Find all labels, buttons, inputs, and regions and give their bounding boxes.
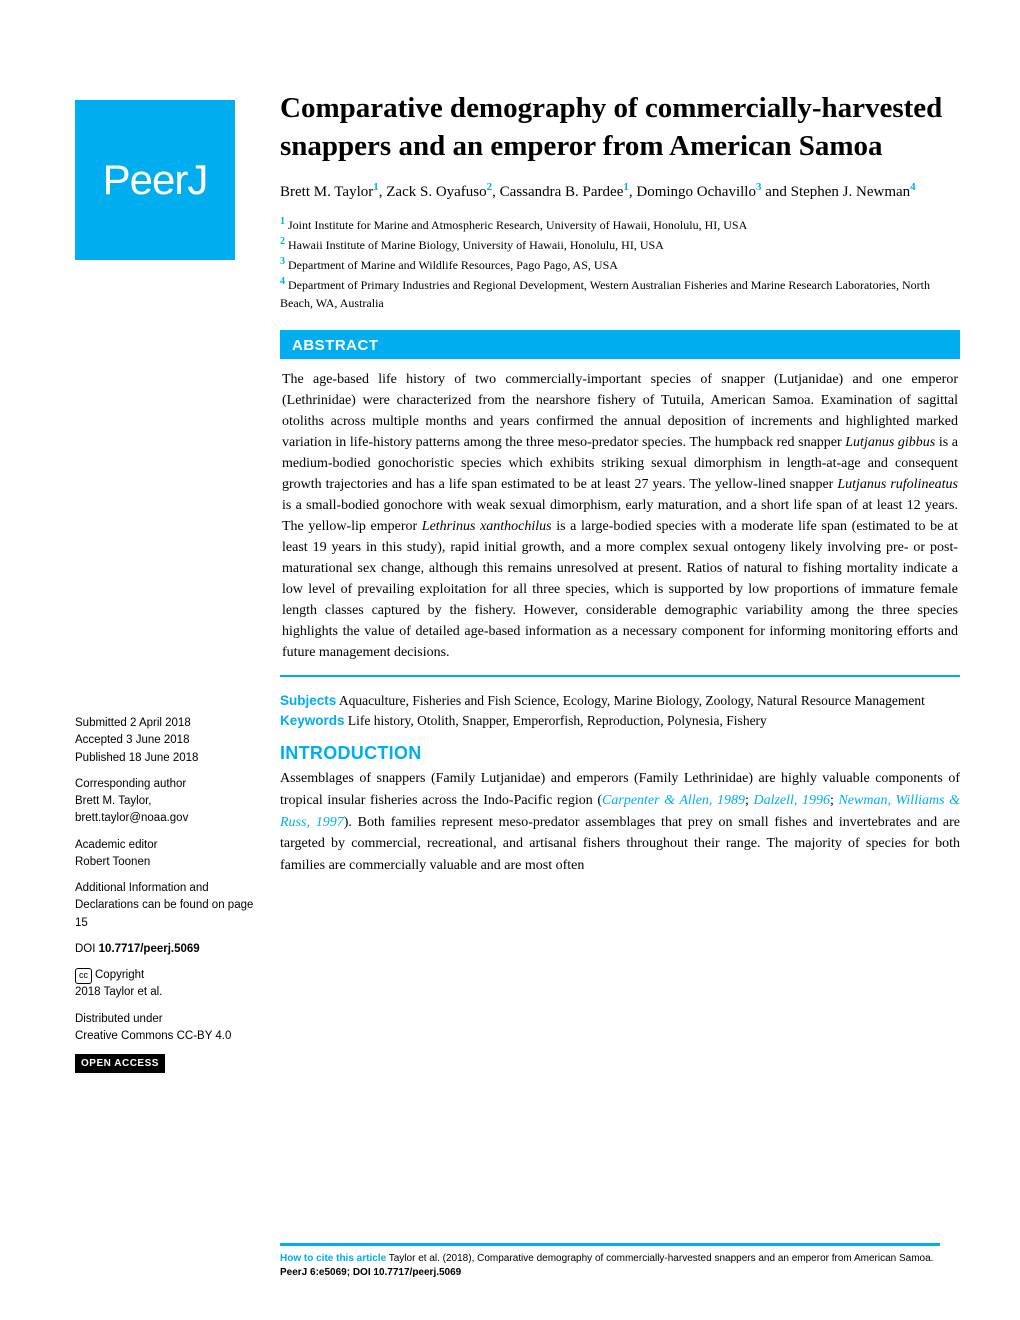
- submitted-label: Submitted: [75, 717, 127, 729]
- additional-info-block: Additional Information and Declarations …: [75, 880, 255, 932]
- cite-text: Taylor et al. (2018), Comparative demogr…: [389, 1253, 934, 1264]
- editor-name: Robert Toonen: [75, 856, 150, 868]
- published-label: Published: [75, 752, 126, 764]
- journal-logo: PeerJ: [75, 100, 235, 260]
- subjects-value: Aquaculture, Fisheries and Fish Science,…: [339, 693, 925, 708]
- affiliation-item: 3Department of Marine and Wildlife Resou…: [280, 254, 960, 274]
- corresponding-label: Corresponding author: [75, 778, 186, 790]
- journal-logo-text: PeerJ: [103, 156, 208, 204]
- affiliation-item: 4Department of Primary Industries and Re…: [280, 274, 960, 312]
- keywords-value: Life history, Otolith, Snapper, Emperorf…: [348, 713, 767, 728]
- submitted-date: 2 April 2018: [130, 717, 191, 729]
- subjects-block: Subjects Aquaculture, Fisheries and Fish…: [280, 691, 960, 732]
- affiliations-list: 1Joint Institute for Marine and Atmosphe…: [280, 214, 960, 312]
- corresponding-email[interactable]: brett.taylor@noaa.gov: [75, 812, 188, 824]
- keywords-label: Keywords: [280, 713, 345, 728]
- open-access-badge: OPEN ACCESS: [75, 1054, 165, 1073]
- corresponding-author-block: Corresponding author Brett M. Taylor, br…: [75, 776, 255, 828]
- abstract-section: ABSTRACT The age-based life history of t…: [280, 330, 960, 677]
- corresponding-name: Brett M. Taylor,: [75, 795, 151, 807]
- citation-footer: How to cite this article Taylor et al. (…: [280, 1243, 940, 1280]
- cite-journal: PeerJ 6:e5069; DOI 10.7717/peerj.5069: [280, 1267, 461, 1278]
- main-column: Comparative demography of commercially-h…: [280, 90, 960, 877]
- subjects-label: Subjects: [280, 693, 336, 708]
- affiliation-item: 1Joint Institute for Marine and Atmosphe…: [280, 214, 960, 234]
- license-block: Distributed under Creative Commons CC-BY…: [75, 1011, 255, 1046]
- article-title: Comparative demography of commercially-h…: [280, 90, 960, 165]
- author-list: Brett M. Taylor1, Zack S. Oyafuso2, Cass…: [280, 179, 960, 204]
- copyright-block: ccCopyright 2018 Taylor et al.: [75, 967, 255, 1002]
- abstract-header: ABSTRACT: [280, 332, 960, 359]
- abstract-text: The age-based life history of two commer…: [280, 359, 960, 675]
- distributed-label: Distributed under: [75, 1013, 163, 1025]
- doi-block: DOI 10.7717/peerj.5069: [75, 941, 255, 958]
- additional-info-text[interactable]: Additional Information and Declarations …: [75, 882, 253, 929]
- intro-post: ). Both families represent meso-predator…: [280, 815, 960, 873]
- copyright-label: Copyright: [95, 969, 144, 981]
- cite-label: How to cite this article: [280, 1253, 386, 1264]
- metadata-sidebar: Submitted 2 April 2018 Accepted 3 June 2…: [75, 715, 255, 1082]
- accepted-label: Accepted: [75, 734, 123, 746]
- dates-block: Submitted 2 April 2018 Accepted 3 June 2…: [75, 715, 255, 767]
- doi-value[interactable]: 10.7717/peerj.5069: [99, 943, 200, 955]
- accepted-date: 3 June 2018: [126, 734, 189, 746]
- published-date: 18 June 2018: [129, 752, 199, 764]
- open-access-block: OPEN ACCESS: [75, 1054, 255, 1073]
- editor-block: Academic editor Robert Toonen: [75, 837, 255, 872]
- editor-label: Academic editor: [75, 839, 157, 851]
- distributed-text[interactable]: Creative Commons CC-BY 4.0: [75, 1030, 231, 1042]
- cc-icon: cc: [75, 968, 92, 984]
- introduction-text: Assemblages of snappers (Family Lutjanid…: [280, 768, 960, 876]
- affiliation-item: 2Hawaii Institute of Marine Biology, Uni…: [280, 234, 960, 254]
- citation-link[interactable]: Carpenter & Allen, 1989: [602, 793, 745, 808]
- introduction-header: INTRODUCTION: [280, 743, 960, 764]
- citation-link[interactable]: Dalzell, 1996: [753, 793, 830, 808]
- doi-label: DOI: [75, 943, 95, 955]
- copyright-text: 2018 Taylor et al.: [75, 986, 162, 998]
